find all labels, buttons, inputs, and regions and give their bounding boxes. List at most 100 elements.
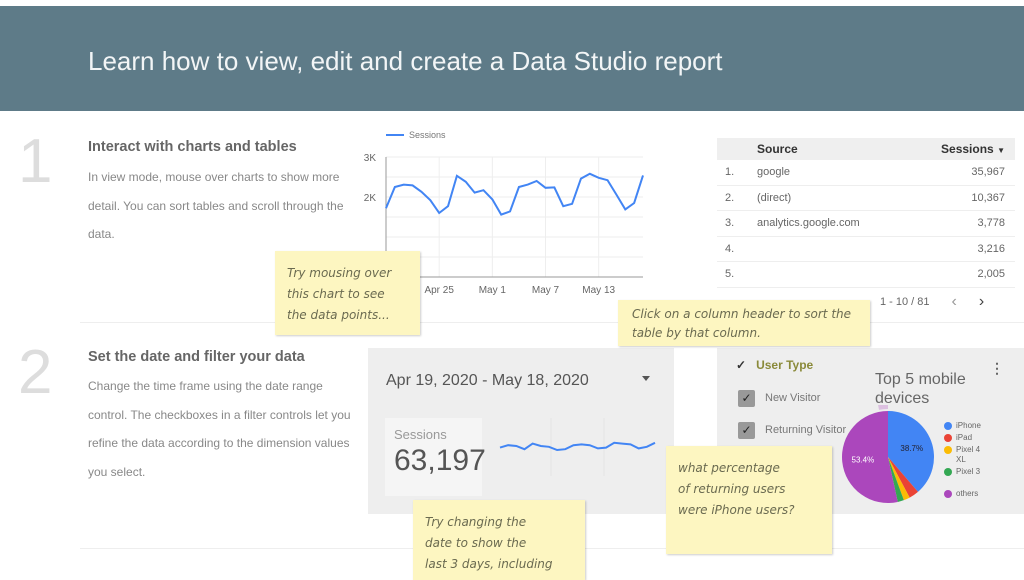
filter-title: User Type <box>756 358 814 372</box>
sparkline-line <box>499 441 656 452</box>
step-number: 1 <box>18 127 53 196</box>
data-point <box>543 185 549 191</box>
data-point <box>463 179 469 185</box>
table-cell: 3,216 <box>977 242 1005 255</box>
check-icon: ✓ <box>736 358 747 372</box>
data-point <box>392 184 398 190</box>
table-header: Source Sessions ▼ <box>717 138 1015 160</box>
table-row[interactable]: 5. 2,005 <box>717 262 1015 288</box>
y-tick-label: 3K <box>364 153 377 164</box>
chart-legend: Sessions <box>386 130 446 140</box>
table-cell: 35,967 <box>971 166 1005 179</box>
sticky-note: Try mousing over this chart to see the d… <box>275 251 420 335</box>
prev-page-icon[interactable]: ‹ <box>951 293 957 310</box>
slice-label: 38.7% <box>900 444 923 453</box>
checkbox-new-visitor[interactable]: ✓ <box>738 390 755 407</box>
legend-swatch <box>386 134 404 136</box>
table-cell: 1. <box>725 166 735 179</box>
column-header-source[interactable]: Source <box>757 142 798 156</box>
legend-label: Pixel 3 <box>956 467 981 476</box>
dropdown-caret-icon[interactable] <box>642 376 650 381</box>
data-point <box>516 184 522 190</box>
data-point <box>587 171 593 177</box>
pie-legend-item[interactable]: iPhone <box>944 421 986 431</box>
step-number: 2 <box>18 338 53 407</box>
sticky-note: Click on a column header to sort the tab… <box>618 300 870 346</box>
data-point <box>445 203 451 209</box>
pie-slice-pixel-3 <box>888 457 904 502</box>
next-page-icon[interactable]: › <box>978 293 985 310</box>
data-point <box>613 192 619 198</box>
data-point <box>551 184 557 190</box>
y-tick-label: 2K <box>364 193 377 204</box>
sessions-line-chart[interactable]: 3K 2K Apr 25 May 1 May 7 May 13 <box>355 145 655 305</box>
pie-legend-item[interactable]: iPad <box>944 433 986 443</box>
table-cell: google <box>757 166 791 179</box>
table-row[interactable]: 2. (direct) 10,367 <box>717 186 1015 211</box>
table-cell: 3. <box>725 217 735 230</box>
data-point <box>489 196 495 202</box>
data-point <box>560 203 566 209</box>
table-row[interactable]: 1. google 35,967 <box>717 160 1015 186</box>
pie-highlight-ring <box>878 405 889 410</box>
data-point <box>427 197 433 203</box>
pagination: 1 - 10 / 81 ‹ › <box>880 293 984 311</box>
table-cell: 4. <box>725 242 735 255</box>
data-point <box>507 208 513 214</box>
table-row[interactable]: 4. 3,216 <box>717 237 1015 262</box>
x-tick-label: May 7 <box>532 285 560 296</box>
pie-slice-others <box>842 411 898 503</box>
sticky-note: Try changing the date to show the last 3… <box>413 500 585 580</box>
pie-slice-pixel-4-xl <box>888 457 910 501</box>
pie-legend-item[interactable]: Pixel 4 XL <box>944 445 986 465</box>
legend-label: iPhone <box>956 421 981 430</box>
section-title: Interact with charts and tables <box>88 139 297 155</box>
more-vert-icon[interactable]: ⋮ <box>990 360 1004 376</box>
legend-dot <box>944 468 952 476</box>
checkbox-label: New Visitor <box>765 392 821 404</box>
scorecard-label: Sessions <box>394 427 447 442</box>
data-point <box>498 212 504 218</box>
section-text: Change the time frame using the date ran… <box>88 379 351 479</box>
data-point <box>605 177 611 183</box>
data-point <box>578 176 584 182</box>
data-point <box>640 172 646 178</box>
data-point <box>418 189 424 195</box>
data-point <box>472 190 478 196</box>
filter-control[interactable]: ✓ User Type <box>736 358 813 372</box>
page-title: Learn how to view, edit and create a Dat… <box>88 46 723 76</box>
pie-legend-item[interactable]: Pixel 3 <box>944 467 986 477</box>
data-point <box>480 187 486 193</box>
legend-dot <box>944 490 952 498</box>
pie-title: Top 5 mobile devices <box>875 371 966 407</box>
data-point <box>454 173 460 179</box>
header-banner: Learn how to view, edit and create a Dat… <box>0 6 1024 111</box>
table-cell: analytics.google.com <box>757 217 860 230</box>
table-cell: 3,778 <box>977 217 1005 230</box>
section-text: In view mode, mouse over charts to show … <box>88 170 344 241</box>
data-point <box>401 182 407 188</box>
pie-legend-item[interactable]: others <box>944 489 986 499</box>
series-line-sessions <box>385 172 644 216</box>
data-point <box>534 178 540 184</box>
legend-dot <box>944 434 952 442</box>
table-row[interactable]: 3. analytics.google.com 3,778 <box>717 211 1015 237</box>
data-point <box>631 200 637 206</box>
pie-slice-iphone <box>888 411 934 492</box>
data-point <box>596 175 602 181</box>
page-range: 1 - 10 / 81 <box>880 296 930 308</box>
caret-down-icon: ▼ <box>997 146 1005 155</box>
column-header-sessions[interactable]: Sessions ▼ <box>941 142 1005 156</box>
legend-dot <box>944 422 952 430</box>
devices-pie-chart[interactable]: 38.7% 53.4% <box>833 405 943 510</box>
table-cell: 2. <box>725 191 735 204</box>
date-range-control[interactable]: Apr 19, 2020 - May 18, 2020 <box>386 372 589 389</box>
slice-label: 53.4% <box>852 456 875 465</box>
sticky-note: what percentage of returning users were … <box>666 446 832 554</box>
legend-label: others <box>956 489 979 498</box>
divider <box>80 322 1024 323</box>
source-table: Source Sessions ▼ 1. google 35,967 2. (direc… <box>717 138 1015 288</box>
sparkline-chart[interactable] <box>498 418 658 478</box>
checkbox-returning-visitor[interactable]: ✓ <box>738 422 755 439</box>
legend-label: Sessions <box>409 130 446 140</box>
